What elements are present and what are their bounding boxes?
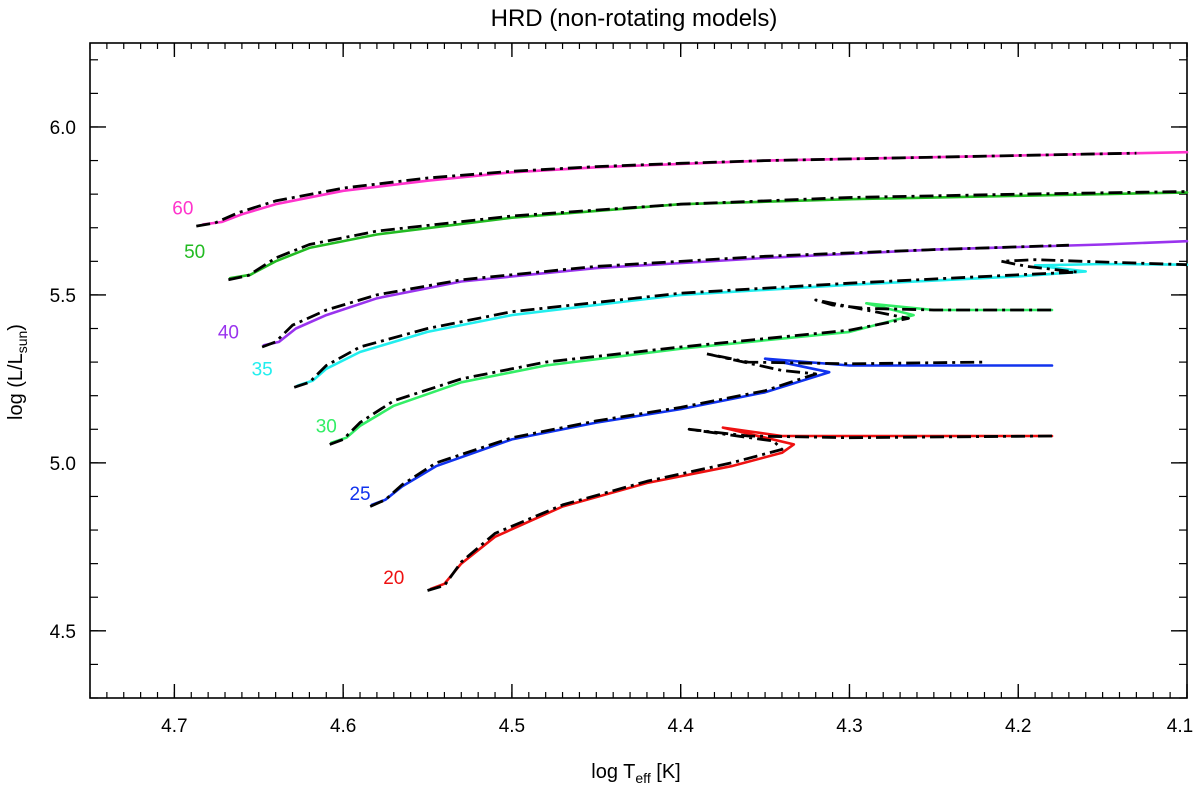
chart-title: HRD (non-rotating models) <box>491 5 778 32</box>
y-tick-label: 6.0 <box>50 118 76 139</box>
y-axis-label: log (L/Lsun) <box>5 324 30 420</box>
series-20-comparison-line <box>427 427 1053 592</box>
y-tick-label: 4.5 <box>50 622 76 643</box>
x-tick-labels: 4.7 4.6 4.5 4.4 4.3 4.2 4.1 <box>161 716 1193 737</box>
x-tick-label: 4.5 <box>499 716 525 737</box>
series-40-line <box>262 239 1189 347</box>
series-60-label: 60 <box>172 198 193 219</box>
series-40-label: 40 <box>218 323 239 344</box>
series-25-label: 25 <box>349 484 370 505</box>
series-30-line <box>330 302 1054 444</box>
x-tick-label: 4.6 <box>330 716 356 737</box>
series-20-line <box>429 426 1054 591</box>
x-tick-label: 4.7 <box>161 716 187 737</box>
series-40-comparison-line <box>261 243 1069 349</box>
x-tick-label: 4.2 <box>1005 716 1031 737</box>
series-35-label: 35 <box>252 360 273 381</box>
mass-labels: 60 50 40 35 30 25 20 <box>172 198 404 588</box>
series-layer <box>196 150 1189 592</box>
series-60-comparison-line <box>196 151 1137 228</box>
series-50-label: 50 <box>184 242 205 263</box>
series-35-line <box>296 262 1189 387</box>
series-50-comparison-line <box>228 190 1188 282</box>
y-tick-label: 5.0 <box>50 454 76 475</box>
plot-frame <box>89 42 1188 699</box>
x-tick-label: 4.1 <box>1167 716 1193 737</box>
major-ticks <box>90 43 1188 698</box>
series-50-line <box>228 191 1189 280</box>
series-35-comparison-line <box>293 258 1188 389</box>
series-30-comparison-line <box>329 298 1052 446</box>
series-25-comparison-line <box>369 352 985 508</box>
y-tick-label: 5.5 <box>50 286 76 307</box>
x-tick-label: 4.3 <box>836 716 862 737</box>
x-axis-label: log Teff [K] <box>591 761 680 786</box>
y-tick-labels: 4.5 5.0 5.5 6.0 <box>50 118 76 643</box>
series-30-label: 30 <box>316 417 337 438</box>
series-20-label: 20 <box>383 568 404 589</box>
x-tick-label: 4.4 <box>667 716 694 737</box>
